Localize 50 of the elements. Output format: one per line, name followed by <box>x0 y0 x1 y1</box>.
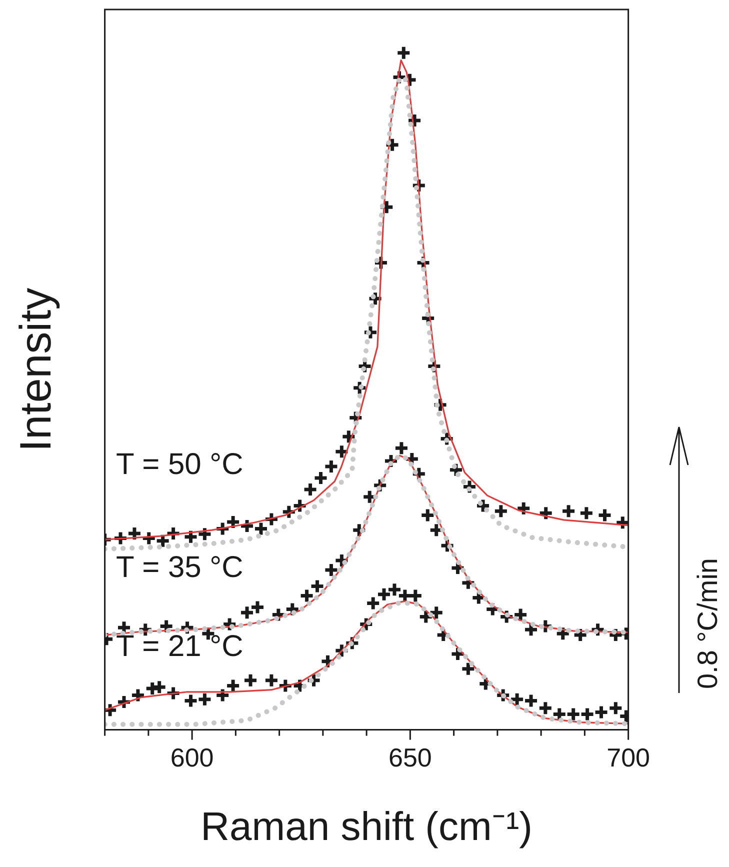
point <box>365 595 381 611</box>
point <box>538 700 554 716</box>
point <box>214 688 230 704</box>
x-axis-title: Raman shift (cm⁻¹) <box>200 805 532 850</box>
point <box>396 45 412 61</box>
point <box>239 604 255 620</box>
point <box>323 562 339 578</box>
point <box>225 514 241 530</box>
point <box>597 507 612 523</box>
point <box>182 692 198 708</box>
y-axis-title: Intensity <box>12 288 61 452</box>
annotation: T = 50 °C <box>116 448 244 481</box>
point <box>475 498 491 514</box>
point <box>420 507 436 523</box>
point <box>158 618 174 634</box>
point <box>384 137 400 153</box>
point <box>340 428 356 444</box>
point <box>394 440 410 456</box>
point <box>313 470 328 486</box>
point <box>406 112 422 128</box>
point <box>264 672 280 688</box>
x-tick-label: 600 <box>170 742 214 773</box>
point <box>578 505 594 521</box>
point <box>196 692 212 708</box>
point <box>323 458 339 474</box>
point <box>130 688 146 704</box>
annotation: T = 21 °C <box>116 630 244 663</box>
annotation: T = 35 °C <box>116 551 244 584</box>
point <box>428 604 444 620</box>
point <box>253 520 269 536</box>
point <box>242 672 258 688</box>
point <box>302 482 318 498</box>
point <box>126 526 142 542</box>
x-tick-label: 700 <box>606 742 650 773</box>
point <box>516 500 532 516</box>
point <box>523 692 539 708</box>
point <box>509 692 525 708</box>
point <box>580 706 596 722</box>
point <box>376 586 392 602</box>
text: 0.8 °C/min <box>692 558 724 689</box>
point <box>250 600 266 616</box>
point <box>538 505 554 521</box>
point <box>493 503 509 519</box>
point <box>594 704 610 720</box>
point <box>560 503 576 519</box>
point <box>512 606 528 622</box>
point <box>299 588 315 604</box>
x-tick-label: 650 <box>388 742 432 773</box>
point <box>566 706 582 722</box>
point <box>310 578 326 594</box>
